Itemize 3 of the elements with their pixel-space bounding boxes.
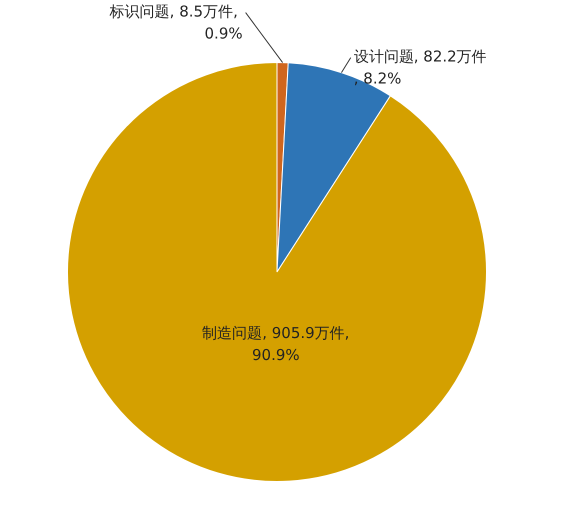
slice-label: 设计问题, 82.2万件, 8.2%	[354, 48, 487, 88]
slice-label: 制造问题, 905.9万件,90.9%	[202, 324, 350, 364]
slice-label: 标识问题, 8.5万件, 0.9%	[108, 2, 243, 42]
